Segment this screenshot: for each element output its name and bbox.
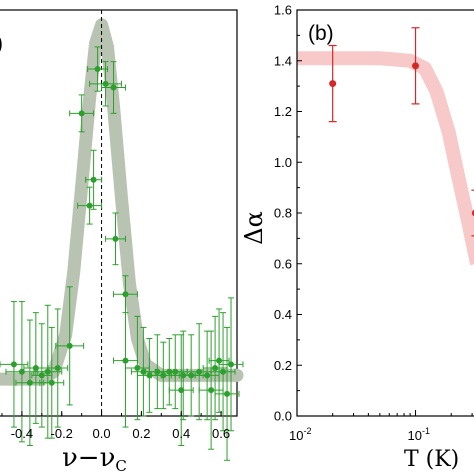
panel-a-data-point <box>39 326 65 439</box>
panel-a-data-point <box>55 286 85 406</box>
panel-a-data-point <box>105 212 126 266</box>
panel-a-points <box>0 46 244 461</box>
panel-a-data-point <box>186 323 212 421</box>
panel-a-marker <box>112 235 119 242</box>
panel-a-data-point <box>124 315 150 421</box>
panel-b-y-tick-label: 0.8 <box>274 206 292 221</box>
panel-a-marker <box>224 390 231 397</box>
panel-a-marker <box>196 368 203 375</box>
panel-a-marker <box>134 365 141 372</box>
panel-b-marker <box>471 209 474 217</box>
panel-a-marker <box>26 379 33 386</box>
panel-a-marker <box>212 365 219 372</box>
panel-b-points <box>328 27 474 237</box>
panel-a-data-point <box>208 308 230 413</box>
panel-b-data-point <box>411 27 420 105</box>
panel-a-data-point <box>5 301 39 443</box>
panel-b-marker <box>329 80 337 88</box>
panel-a-frame <box>0 9 238 417</box>
panel-b-y-tick-label: 1.0 <box>274 155 292 170</box>
panel-a-label: ) <box>0 32 3 55</box>
panel-b: 0.00.20.40.60.81.01.21.41.6 10-2 10-1 (b)… <box>240 3 474 472</box>
panel-a-marker <box>86 202 93 209</box>
panel-b-x-tick-base: 10 <box>408 428 422 443</box>
panel-a-data-point <box>33 304 63 439</box>
panel-a-marker <box>10 361 17 368</box>
panel-b-y-tick-label: 1.4 <box>274 53 292 68</box>
panel-a-x-axis-title: ν−νC <box>62 443 127 474</box>
panel-b-y-tick-label: 1.2 <box>274 104 292 119</box>
panel-b-x-tick-label: 10-1 <box>408 426 430 443</box>
panel-a-x-tick-label: 0.6 <box>212 426 230 441</box>
panel-a-x-axis-title-sub: C <box>115 457 126 474</box>
panel-b-x-ticks: 10-2 10-1 <box>289 410 473 443</box>
panel-a-marker <box>54 365 61 372</box>
panel-b-frame <box>296 9 474 417</box>
panel-a-x-ticks: -0.4 -0.2 0.0 0.2 0.4 0.6 <box>1 411 230 441</box>
panel-a-marker <box>160 372 167 379</box>
panel-a-data-point <box>23 312 49 424</box>
panel-a-data-point <box>69 94 95 133</box>
panel-a-data-point <box>0 301 29 428</box>
panel-b-y-ticks: 0.0 0.2 0.4 0.6 0.8 1.0 1.2 1.4 1.6 <box>274 3 302 424</box>
panel-a-data-point <box>89 61 122 107</box>
panel-a-data-point <box>77 186 103 225</box>
panel-b-x-tick-exponent: -1 <box>422 426 430 436</box>
panel-a-marker <box>188 372 195 379</box>
panel-a-data-point <box>113 293 138 428</box>
panel-b-fit-curve <box>297 51 474 266</box>
panel-b-x-tick-base: 10 <box>289 428 303 443</box>
panel-b-y-tick-label: 0.0 <box>274 409 292 424</box>
panel-b-y-tick-label: 0.2 <box>274 358 292 373</box>
panel-a-data-point <box>214 326 240 461</box>
panel-a-data-point <box>101 61 126 114</box>
panel-b-y-axis-title: Δα <box>240 211 268 245</box>
panel-b-fit-layer <box>297 51 474 266</box>
panel-a-marker <box>178 387 185 394</box>
panel-a-marker <box>102 80 109 87</box>
panel-a-marker <box>44 368 51 375</box>
panel-b-y-tick-label: 1.6 <box>274 3 292 18</box>
panel-a-marker <box>216 357 223 364</box>
panel-b-data-point <box>328 44 337 123</box>
panel-a-marker <box>220 368 227 375</box>
panel-a-x-axis-title-main: ν−ν <box>62 443 115 473</box>
panel-a-x-tick-label: 0.0 <box>93 426 111 441</box>
panel-a-marker <box>122 357 129 364</box>
panel-a-x-tick-label: -0.4 <box>11 426 33 441</box>
panel-b-x-axis-title: T (K) <box>404 447 459 472</box>
panel-a-x-tick-label: -0.2 <box>51 426 73 441</box>
panel-a-data-point <box>15 319 45 447</box>
panel-b-data-point <box>471 189 474 237</box>
panel-a-marker <box>66 342 73 349</box>
panel-a-data-point <box>85 149 103 210</box>
panel-a-x-tick-label: 0.4 <box>172 426 190 441</box>
panel-a-marker <box>204 372 211 379</box>
panel-a-marker <box>110 84 117 91</box>
panel-a-marker <box>172 368 179 375</box>
panel-a-marker <box>78 110 85 117</box>
panel-a-marker <box>48 379 55 386</box>
panel-b-x-tick-exponent: -2 <box>303 426 311 436</box>
panel-a-marker <box>38 372 45 379</box>
panel-a-x-tick-label: 0.2 <box>132 426 150 441</box>
panel-b-label: (b) <box>308 22 334 45</box>
panel-a-marker <box>208 387 215 394</box>
panel-a-marker <box>94 66 101 73</box>
panel-a: -0.4 -0.2 0.0 0.2 0.4 0.6 ) ν−νC <box>0 9 244 474</box>
panel-b-x-tick-label: 10-2 <box>289 426 311 443</box>
panel-a-data-point <box>47 308 69 428</box>
panel-a-data-point <box>31 323 53 428</box>
panel-b-y-tick-label: 0.4 <box>274 307 292 322</box>
panel-a-data-point <box>168 334 194 447</box>
panel-b-y-tick-label: 0.6 <box>274 256 292 271</box>
panel-a-marker <box>90 176 97 183</box>
panel-b-marker <box>412 62 420 70</box>
